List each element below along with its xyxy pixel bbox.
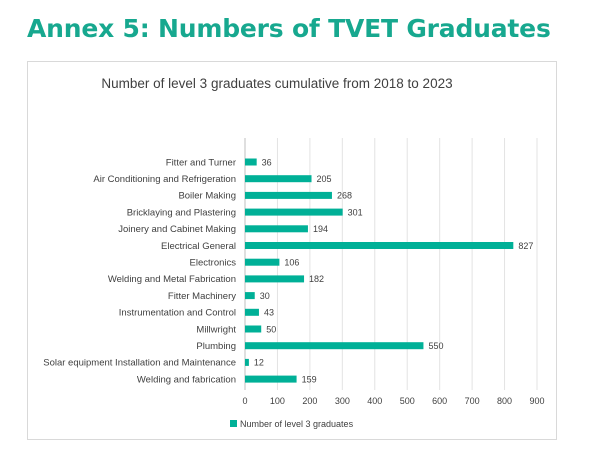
bar — [245, 208, 343, 216]
bar — [245, 191, 332, 199]
category-label: Fitter and Turner — [166, 157, 236, 168]
bars — [245, 158, 514, 383]
x-tick-label: 400 — [367, 396, 382, 406]
category-label: Air Conditioning and Refrigeration — [93, 174, 236, 185]
value-label: 194 — [313, 224, 328, 234]
category-label: Plumbing — [196, 341, 236, 352]
bar — [245, 308, 259, 316]
value-label: 43 — [264, 308, 274, 318]
value-label: 12 — [254, 358, 264, 368]
category-label: Bricklaying and Plastering — [127, 207, 236, 218]
value-labels: 36 205 268 301 194 827 106 182 30 43 50 550 12 159 — [254, 157, 533, 384]
category-label: Solar equipment Installation and Mainten… — [43, 358, 236, 369]
category-label: Electrical General — [161, 241, 236, 252]
x-tick-label: 600 — [432, 396, 447, 406]
value-label: 205 — [317, 174, 332, 184]
category-label: Welding and fabrication — [137, 374, 236, 385]
value-label: 182 — [309, 274, 324, 284]
x-tick-label: 0 — [242, 396, 247, 406]
bar — [245, 225, 308, 233]
bar — [245, 275, 305, 283]
category-label: Boiler Making — [178, 191, 236, 202]
bar — [245, 242, 514, 249]
value-label: 301 — [348, 207, 363, 217]
x-tick-label: 900 — [529, 396, 544, 406]
bar — [245, 292, 255, 300]
value-label: 36 — [262, 157, 272, 167]
bar — [245, 325, 262, 333]
bar — [245, 175, 312, 183]
category-label: Electronics — [190, 258, 237, 269]
value-label: 159 — [302, 374, 317, 384]
annex-heading: Annex 5: Numbers of TVET Graduates — [27, 14, 551, 43]
bar — [245, 342, 424, 350]
value-label: 268 — [337, 191, 352, 201]
bar — [245, 258, 280, 266]
bar — [245, 158, 257, 166]
value-label: 106 — [284, 258, 299, 268]
category-label: Millwright — [196, 324, 236, 335]
value-label: 50 — [266, 324, 276, 334]
bar — [245, 375, 297, 383]
chart-title: Number of level 3 graduates cumulative f… — [101, 76, 452, 91]
x-tick-label: 200 — [302, 396, 317, 406]
x-tick-label: 100 — [270, 396, 285, 406]
x-tick-label: 800 — [497, 396, 512, 406]
category-labels: Fitter and Turner Air Conditioning and Re… — [43, 157, 236, 385]
value-label: 550 — [428, 341, 443, 351]
value-label: 30 — [260, 291, 270, 301]
legend-label: Number of level 3 graduates — [240, 419, 354, 429]
category-label: Fitter Machinery — [168, 291, 236, 302]
category-label: Joinery and Cabinet Making — [118, 224, 236, 235]
value-label: 827 — [518, 241, 533, 251]
x-tick-label: 700 — [465, 396, 480, 406]
legend: Number of level 3 graduates — [230, 419, 354, 429]
x-tick-label: 300 — [335, 396, 350, 406]
bar — [245, 358, 249, 366]
x-axis-ticks: 0 100 200 300 400 500 600 700 800 900 — [242, 396, 544, 406]
legend-swatch — [230, 420, 237, 427]
category-label: Welding and Metal Fabrication — [108, 274, 236, 285]
x-tick-label: 500 — [400, 396, 415, 406]
category-label: Instrumentation and Control — [119, 308, 236, 319]
